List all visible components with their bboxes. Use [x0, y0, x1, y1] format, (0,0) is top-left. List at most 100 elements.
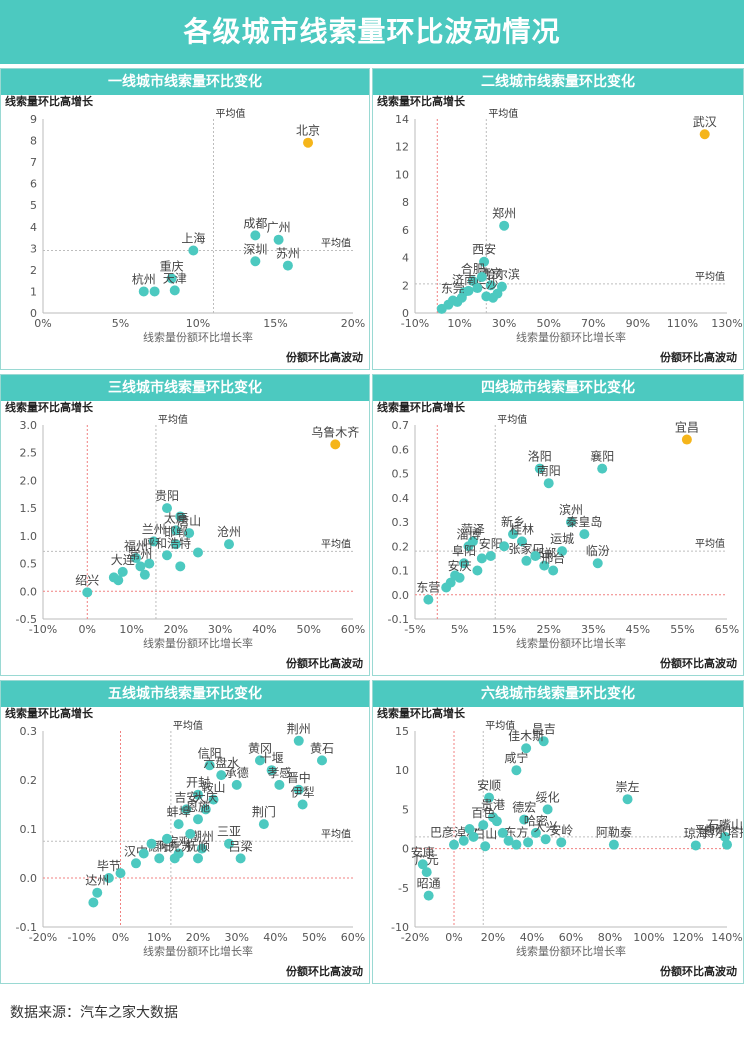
- data-point: [208, 794, 219, 805]
- data-point: [224, 539, 234, 550]
- data-point: [193, 789, 203, 800]
- y-tick-label: 0: [402, 307, 409, 320]
- x-tick-label: 35%: [581, 623, 605, 636]
- panel-title: 六线城市线索量环比变化: [373, 681, 743, 707]
- x-tick-label: 15%: [492, 623, 516, 636]
- point-label: 安顺: [477, 778, 501, 793]
- point-label: 承德: [225, 765, 249, 780]
- data-point: [149, 286, 160, 297]
- point-label: 宜昌: [675, 420, 699, 435]
- x-tick-label: 5%: [112, 317, 129, 330]
- data-point: [608, 839, 619, 850]
- data-point: [530, 827, 541, 838]
- point-label: 哈密: [524, 813, 548, 828]
- point-label: 孝感: [267, 765, 291, 780]
- point-label: 达州: [85, 874, 109, 888]
- data-point: [450, 570, 461, 581]
- x-tick-label: 55%: [670, 623, 694, 636]
- x-tick-label: 15%: [263, 317, 287, 330]
- average-y-label: 平均值: [695, 270, 725, 283]
- y-tick-label: 2: [402, 279, 409, 292]
- point-label: 乌鲁木齐: [311, 424, 359, 439]
- y-tick-label: -0.5: [16, 613, 37, 626]
- x-tick-label: 90%: [626, 317, 650, 330]
- y-tick-label: 0.5: [20, 558, 38, 571]
- x-tick-label: 40%: [263, 931, 287, 944]
- y-axis-title: 线索量环比高增长: [5, 95, 94, 108]
- data-point: [417, 859, 428, 870]
- point-label: 黄冈: [248, 741, 272, 755]
- corner-label: 份额环比高波动: [660, 656, 737, 670]
- y-tick-label: 1.0: [20, 530, 38, 543]
- data-point: [250, 230, 261, 241]
- data-point: [423, 890, 434, 901]
- data-point: [463, 541, 474, 552]
- data-point: [92, 887, 103, 898]
- data-point: [557, 546, 568, 557]
- data-point: [476, 271, 487, 282]
- point-label: 琼海: [684, 825, 708, 840]
- point-label: 西安: [472, 242, 496, 257]
- data-point: [162, 833, 172, 844]
- point-label: 潮州: [190, 829, 214, 844]
- point-label: 唐山: [177, 513, 201, 528]
- point-label: 信阳: [198, 746, 222, 760]
- point-label: 秦皇岛: [566, 514, 602, 529]
- data-point: [113, 575, 124, 586]
- data-point: [485, 280, 496, 291]
- panel-tier5: 五线城市线索量环比变化 平均值 平均值 -20% -10% 0% 10% 20% 30% 40%…: [0, 680, 370, 984]
- point-label: 晋中: [287, 770, 311, 785]
- point-label: 邯郸: [164, 524, 188, 539]
- point-label: 新乡: [501, 514, 525, 529]
- y-tick-label: 7: [30, 156, 37, 169]
- x-tick-label: 10%: [119, 623, 143, 636]
- data-point: [579, 529, 590, 540]
- data-point: [193, 547, 203, 558]
- data-point: [204, 760, 215, 771]
- x-axis-title: 线索量份额环比增长率: [516, 330, 626, 344]
- data-point: [231, 779, 242, 790]
- data-point: [497, 827, 508, 838]
- y-tick-label: 8: [402, 196, 409, 209]
- y-tick-label: 15: [395, 725, 409, 738]
- data-point: [144, 558, 155, 569]
- average-x-label: 平均值: [216, 107, 246, 120]
- data-point: [138, 286, 149, 297]
- x-tick-label: 25%: [536, 623, 560, 636]
- point-label: 广州: [267, 221, 291, 235]
- data-point: [175, 561, 186, 572]
- average-x-label: 平均值: [158, 413, 188, 426]
- point-label: 沧州: [217, 524, 241, 539]
- point-label: 大兴: [534, 820, 558, 834]
- x-axis-title: 线索量份额环比增长率: [516, 636, 626, 650]
- panel-title: 五线城市线索量环比变化: [1, 681, 369, 707]
- data-point: [464, 824, 475, 834]
- data-point: [255, 755, 265, 766]
- x-tick-label: 50%: [302, 931, 326, 944]
- point-label: 伊犁: [291, 786, 315, 800]
- average-y-label: 平均值: [321, 236, 351, 249]
- data-point: [456, 292, 467, 303]
- panel-tier1: 一线城市线索量环比变化 平均值 平均值 0% 5% 10% 15% 20% 0 1 2 3 4 5 6 7 8…: [0, 68, 370, 370]
- point-label: 十堰: [260, 751, 284, 765]
- point-label: 重庆: [160, 260, 184, 274]
- y-tick-label: 0.5: [392, 468, 410, 481]
- x-tick-label: 50%: [536, 317, 560, 330]
- data-point: [472, 283, 483, 294]
- data-point: [131, 553, 141, 564]
- y-tick-label: -10: [391, 921, 409, 934]
- point-label: 东方: [504, 825, 528, 840]
- x-tick-label: 140%: [711, 931, 742, 944]
- point-label: 百色: [471, 806, 495, 820]
- data-point: [224, 838, 234, 849]
- data-point: [478, 820, 489, 831]
- point-label: 昌吉: [532, 722, 556, 736]
- point-label: 贵港: [481, 798, 505, 812]
- point-label: 绍兴: [75, 573, 99, 587]
- y-axis-title: 线索量环比高增长: [377, 95, 466, 108]
- x-tick-label: 60%: [559, 931, 583, 944]
- data-point: [538, 736, 549, 747]
- point-label: 深圳: [243, 242, 267, 256]
